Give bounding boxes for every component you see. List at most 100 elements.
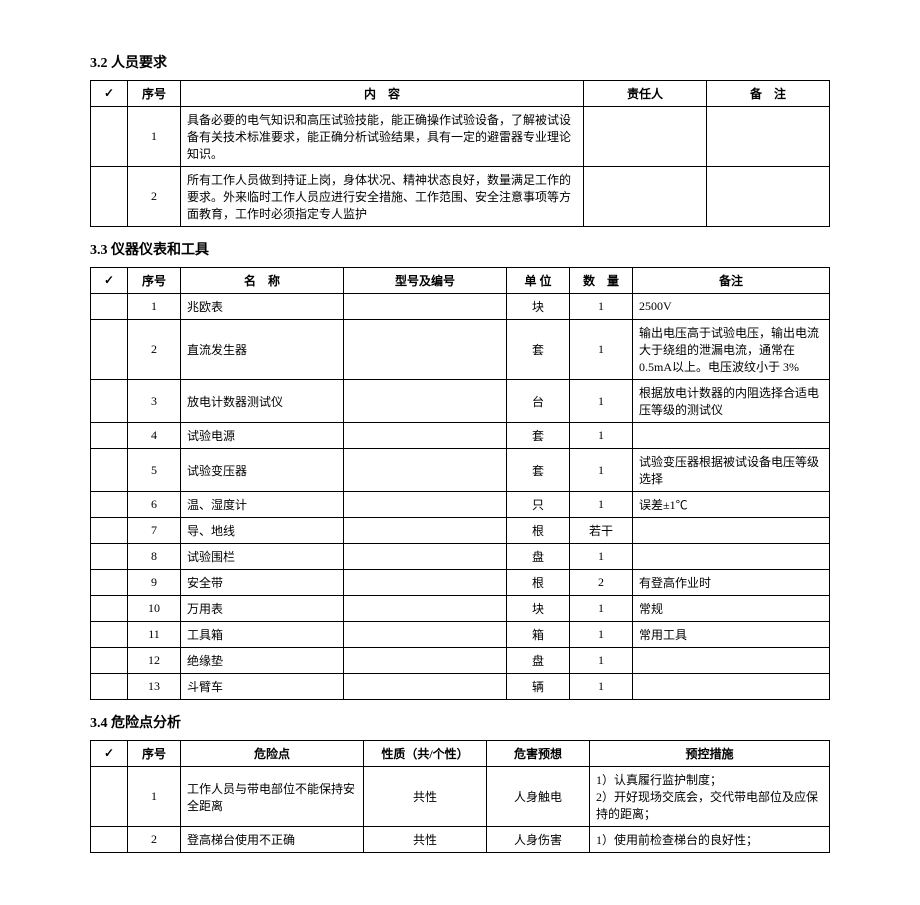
th-seq: 序号: [128, 81, 181, 107]
table-cell: 块: [507, 294, 570, 320]
table-row: 2登高梯台使用不正确共性人身伤害1）使用前检查梯台的良好性；: [91, 827, 830, 853]
table-cell: [707, 107, 830, 167]
th-predict: 危害预想: [487, 741, 590, 767]
table-cell: 箱: [507, 622, 570, 648]
table-cell: [91, 423, 128, 449]
table-cell: 有登高作业时: [633, 570, 830, 596]
table-cell: 盘: [507, 648, 570, 674]
table-cell: 12: [128, 648, 181, 674]
table-cell: [91, 570, 128, 596]
th-qty: 数 量: [570, 268, 633, 294]
table-cell: 1: [570, 596, 633, 622]
table-cell: 1: [128, 294, 181, 320]
table-cell: 具备必要的电气知识和高压试验技能，能正确操作试验设备，了解被试设备有关技术标准要…: [181, 107, 584, 167]
table-cell: 9: [128, 570, 181, 596]
table-cell: [344, 648, 507, 674]
table-cell: 登高梯台使用不正确: [181, 827, 364, 853]
table-cell: [91, 492, 128, 518]
table-cell: 台: [507, 380, 570, 423]
table-row: 1兆欧表块12500V: [91, 294, 830, 320]
table-cell: 1: [570, 423, 633, 449]
th-hazard: 危险点: [181, 741, 364, 767]
table-row: 4试验电源套1: [91, 423, 830, 449]
table-cell: [91, 827, 128, 853]
table-row: 1具备必要的电气知识和高压试验技能，能正确操作试验设备，了解被试设备有关技术标准…: [91, 107, 830, 167]
table-cell: 套: [507, 449, 570, 492]
table-cell: 试验电源: [181, 423, 344, 449]
table-cell: 盘: [507, 544, 570, 570]
table-cell: [344, 596, 507, 622]
table-row: 12绝缘垫盘1: [91, 648, 830, 674]
table-cell: 2: [128, 167, 181, 227]
table-cell: [633, 544, 830, 570]
table-cell: 1: [570, 674, 633, 700]
table-cell: 1: [570, 449, 633, 492]
table-cell: [344, 294, 507, 320]
table-cell: 兆欧表: [181, 294, 344, 320]
table-row: 11工具箱箱1常用工具: [91, 622, 830, 648]
table-cell: 共性: [364, 827, 487, 853]
table-cell: 1: [128, 107, 181, 167]
table-row: 9安全带根2有登高作业时: [91, 570, 830, 596]
th-measure: 预控措施: [590, 741, 830, 767]
table-cell: 只: [507, 492, 570, 518]
th-check: ✓: [91, 268, 128, 294]
table-cell: 1: [570, 622, 633, 648]
table-cell: 放电计数器测试仪: [181, 380, 344, 423]
table-cell: 人身触电: [487, 767, 590, 827]
table-cell: 安全带: [181, 570, 344, 596]
table-cell: 1: [570, 544, 633, 570]
th-resp: 责任人: [584, 81, 707, 107]
th-check: ✓: [91, 741, 128, 767]
table-cell: 试验变压器: [181, 449, 344, 492]
table-cell: [91, 167, 128, 227]
table-cell: [91, 544, 128, 570]
table-cell: [344, 320, 507, 380]
table-cell: 输出电压高于试验电压，输出电流大于绕组的泄漏电流，通常在 0.5mA以上。电压波…: [633, 320, 830, 380]
th-unit: 单 位: [507, 268, 570, 294]
table-cell: 6: [128, 492, 181, 518]
table-cell: [584, 167, 707, 227]
table-cell: 工作人员与带电部位不能保持安全距离: [181, 767, 364, 827]
table-cell: [91, 674, 128, 700]
section-title-32: 3.2 人员要求: [90, 52, 830, 72]
table-cell: 8: [128, 544, 181, 570]
table-cell: [344, 423, 507, 449]
table-cell: 人身伤害: [487, 827, 590, 853]
th-seq: 序号: [128, 268, 181, 294]
table-cell: 根: [507, 518, 570, 544]
table-cell: 共性: [364, 767, 487, 827]
table-row: 10万用表块1常规: [91, 596, 830, 622]
table-cell: 4: [128, 423, 181, 449]
table-cell: [633, 518, 830, 544]
table-cell: 11: [128, 622, 181, 648]
table-cell: 1: [570, 492, 633, 518]
table-cell: 2: [570, 570, 633, 596]
table-cell: 1: [570, 648, 633, 674]
table-cell: 7: [128, 518, 181, 544]
table-cell: 块: [507, 596, 570, 622]
table-cell: [633, 648, 830, 674]
table-cell: 1: [128, 767, 181, 827]
table-cell: 误差±1℃: [633, 492, 830, 518]
th-remark: 备注: [633, 268, 830, 294]
table-cell: 2: [128, 827, 181, 853]
table-row: 1工作人员与带电部位不能保持安全距离共性人身触电1）认真履行监护制度； 2）开好…: [91, 767, 830, 827]
th-remark: 备 注: [707, 81, 830, 107]
table-row: 5试验变压器套1试验变压器根据被试设备电压等级选择: [91, 449, 830, 492]
table-cell: [91, 518, 128, 544]
table-cell: 试验围栏: [181, 544, 344, 570]
th-model: 型号及编号: [344, 268, 507, 294]
table-cell: 辆: [507, 674, 570, 700]
table-cell: [91, 648, 128, 674]
table-personnel: ✓ 序号 内 容 责任人 备 注 1具备必要的电气知识和高压试验技能，能正确操作…: [90, 80, 830, 227]
table-cell: 直流发生器: [181, 320, 344, 380]
table-cell: 若干: [570, 518, 633, 544]
table-cell: [91, 767, 128, 827]
table-cell: 1: [570, 320, 633, 380]
table-cell: [344, 518, 507, 544]
table-cell: 万用表: [181, 596, 344, 622]
table-cell: 温、湿度计: [181, 492, 344, 518]
table-cell: 套: [507, 320, 570, 380]
table-cell: 2500V: [633, 294, 830, 320]
